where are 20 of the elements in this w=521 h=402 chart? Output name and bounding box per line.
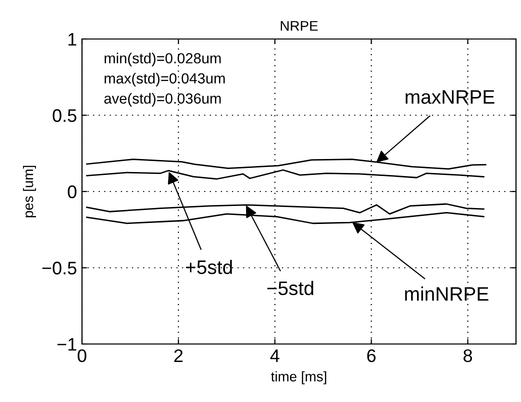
y-tick-label: 0.5 bbox=[52, 109, 76, 122]
chart-title: NRPE bbox=[280, 21, 318, 31]
y-tick-label: −0.5 bbox=[42, 262, 76, 274]
x-tick-label: 0 bbox=[78, 349, 86, 362]
x-tick-label: 8 bbox=[464, 349, 472, 362]
annotation: max(std)=0.043um bbox=[104, 72, 225, 86]
annotation: minNRPE bbox=[405, 286, 488, 301]
y-tick-label: −1 bbox=[57, 338, 76, 351]
annotation: maxNRPE bbox=[406, 90, 494, 104]
annotation: −5std bbox=[267, 280, 314, 296]
x-tick-label: 4 bbox=[270, 350, 280, 362]
annotation: +5std bbox=[186, 260, 232, 274]
annotation: min(std)=0.028um bbox=[104, 52, 221, 66]
y-axis-title: pes [um] bbox=[22, 166, 36, 218]
y-tick-label: 0 bbox=[68, 185, 76, 198]
x-tick-label: 6 bbox=[367, 349, 376, 362]
x-tick-label: 2 bbox=[174, 349, 183, 362]
annotation: ave(std)=0.036um bbox=[104, 92, 221, 107]
y-tick-label: 1 bbox=[68, 33, 76, 46]
x-axis-title: time [ms] bbox=[271, 371, 326, 384]
